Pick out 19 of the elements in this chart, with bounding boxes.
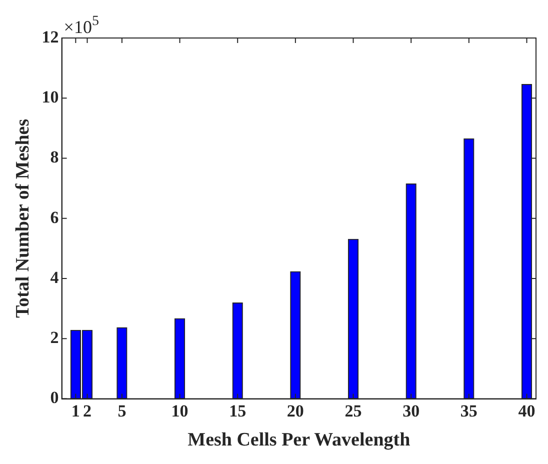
y-tick-label: 10 — [42, 88, 59, 107]
y-axis-title: Total Number of Meshes — [12, 118, 34, 318]
y-tick-label: 12 — [42, 27, 59, 46]
x-tick-label: 15 — [229, 401, 246, 420]
y-tick-label: 8 — [50, 148, 59, 167]
x-tick-label: 20 — [286, 401, 304, 420]
x-tick-label: 25 — [344, 401, 362, 420]
x-tick-label: 10 — [171, 401, 188, 420]
x-tick-label: 2 — [82, 401, 92, 420]
x-tick-label: 30 — [402, 401, 420, 420]
x-tick-label: 1 — [71, 401, 80, 420]
x-axis-title: Mesh Cells Per Wavelength — [188, 430, 411, 451]
x-tick-label: 40 — [518, 401, 536, 420]
x-tick-label: 5 — [118, 401, 126, 420]
x-tick-label: 35 — [460, 401, 478, 420]
y-tick-label: 4 — [50, 268, 60, 287]
y-tick-label: 0 — [50, 388, 59, 408]
y-tick-label: 2 — [50, 328, 59, 348]
y-tick-label: 6 — [50, 208, 59, 227]
